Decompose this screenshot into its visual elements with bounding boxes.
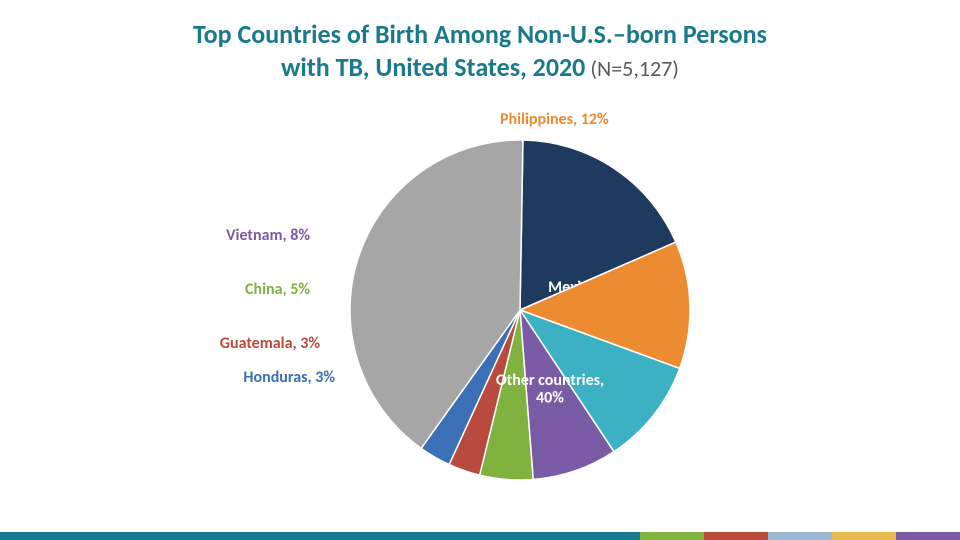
pie-label-guatemala: Guatemala, 3% bbox=[220, 334, 320, 353]
bar-segment bbox=[896, 532, 960, 540]
pie-label-vietnam: Vietnam, 8% bbox=[226, 226, 310, 245]
bar-segment bbox=[0, 532, 640, 540]
pie-label-philippines: Philippines, 12% bbox=[500, 110, 609, 129]
bar-segment bbox=[768, 532, 832, 540]
title-line1: Top Countries of Birth Among Non-U.S.–bo… bbox=[193, 18, 767, 50]
pie-chart: Mexico, 18%India,10%Other countries,40% bbox=[0, 92, 960, 512]
pie-chart-container: Mexico, 18%India,10%Other countries,40% … bbox=[0, 92, 960, 516]
pie-label-honduras: Honduras, 3% bbox=[243, 368, 335, 387]
decorative-bottom-bar bbox=[0, 532, 960, 540]
title-line2: with TB, United States, 2020 bbox=[281, 51, 585, 83]
title-n: (N=5,127) bbox=[585, 55, 679, 82]
bar-segment bbox=[704, 532, 768, 540]
pie-label-china: China, 5% bbox=[245, 280, 310, 299]
chart-title: Top Countries of Birth Among Non-U.S.–bo… bbox=[0, 0, 960, 83]
bar-segment bbox=[832, 532, 896, 540]
bar-segment bbox=[640, 532, 704, 540]
